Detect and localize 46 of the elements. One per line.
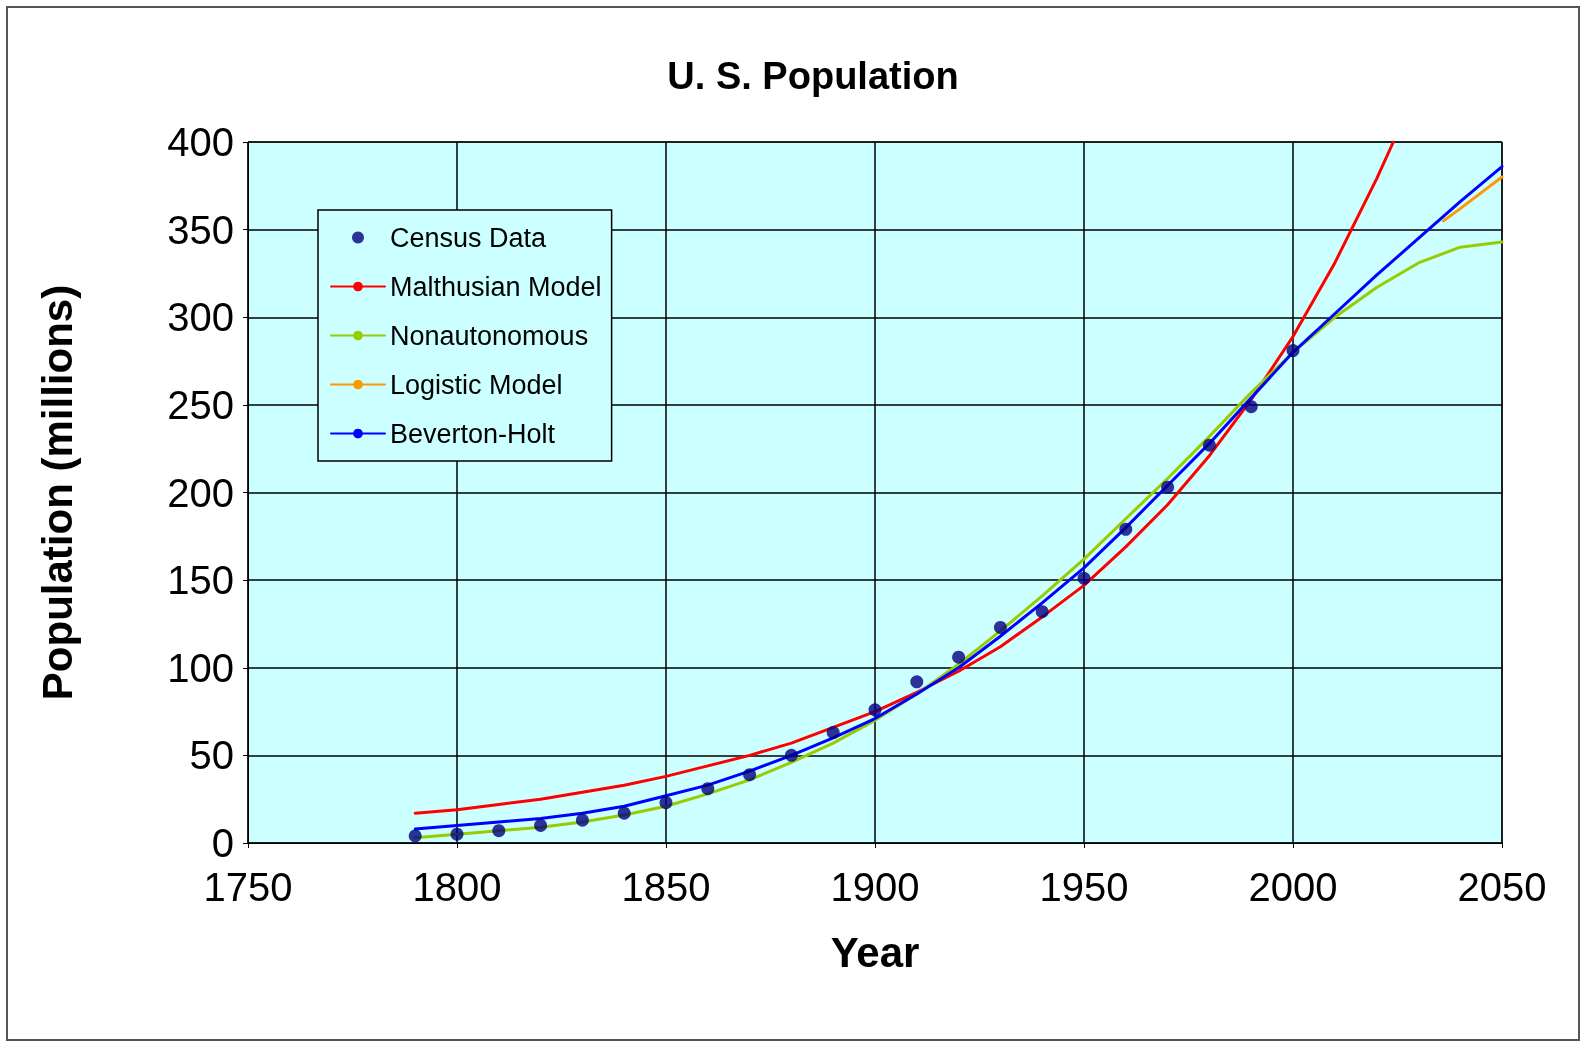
legend-label: Beverton-Holt bbox=[390, 418, 556, 449]
point bbox=[952, 650, 966, 664]
y-tick-label: 100 bbox=[167, 645, 234, 690]
x-tick-label: 2050 bbox=[1457, 865, 1547, 909]
y-tick-label: 200 bbox=[167, 470, 234, 515]
x-tick-label: 2000 bbox=[1248, 865, 1338, 909]
point bbox=[993, 620, 1007, 634]
point bbox=[701, 782, 715, 796]
point bbox=[1161, 480, 1175, 494]
legend-label: Nonautonomous bbox=[390, 320, 589, 351]
point bbox=[868, 703, 882, 717]
point bbox=[910, 675, 924, 689]
legend-label: Census Data bbox=[390, 222, 548, 253]
y-tick-label: 300 bbox=[167, 295, 234, 340]
y-tick-label: 350 bbox=[167, 207, 234, 252]
y-axis-title: Population (millions) bbox=[33, 284, 81, 701]
point bbox=[1077, 571, 1091, 585]
point bbox=[826, 726, 840, 740]
y-tick-label: 50 bbox=[189, 733, 234, 778]
point bbox=[1244, 400, 1258, 414]
point bbox=[492, 824, 506, 838]
point bbox=[575, 813, 589, 827]
chart-title: U. S. Population bbox=[667, 55, 959, 97]
point bbox=[1202, 438, 1216, 452]
x-tick-label: 1850 bbox=[621, 865, 711, 909]
point bbox=[408, 829, 422, 843]
y-tick-label: 250 bbox=[167, 382, 234, 427]
point bbox=[659, 796, 673, 810]
point bbox=[784, 748, 798, 762]
point bbox=[1286, 344, 1300, 358]
y-tick-label: 400 bbox=[167, 120, 234, 164]
point bbox=[617, 806, 631, 820]
x-axis-title: Year bbox=[830, 928, 920, 976]
x-tick-label: 1950 bbox=[1039, 865, 1129, 909]
x-tick-label: 1750 bbox=[203, 865, 293, 909]
y-tick-label: 150 bbox=[167, 558, 234, 603]
legend-label: Logistic Model bbox=[390, 369, 563, 400]
point bbox=[743, 768, 757, 782]
x-tick-label: 1800 bbox=[412, 865, 502, 909]
legend-label: Malthusian Model bbox=[390, 271, 602, 302]
y-tick-label: 0 bbox=[211, 821, 234, 865]
x-tick-label: 1900 bbox=[830, 865, 920, 909]
point bbox=[450, 827, 464, 841]
point bbox=[534, 818, 548, 832]
point bbox=[1035, 605, 1049, 619]
point bbox=[1119, 522, 1133, 536]
